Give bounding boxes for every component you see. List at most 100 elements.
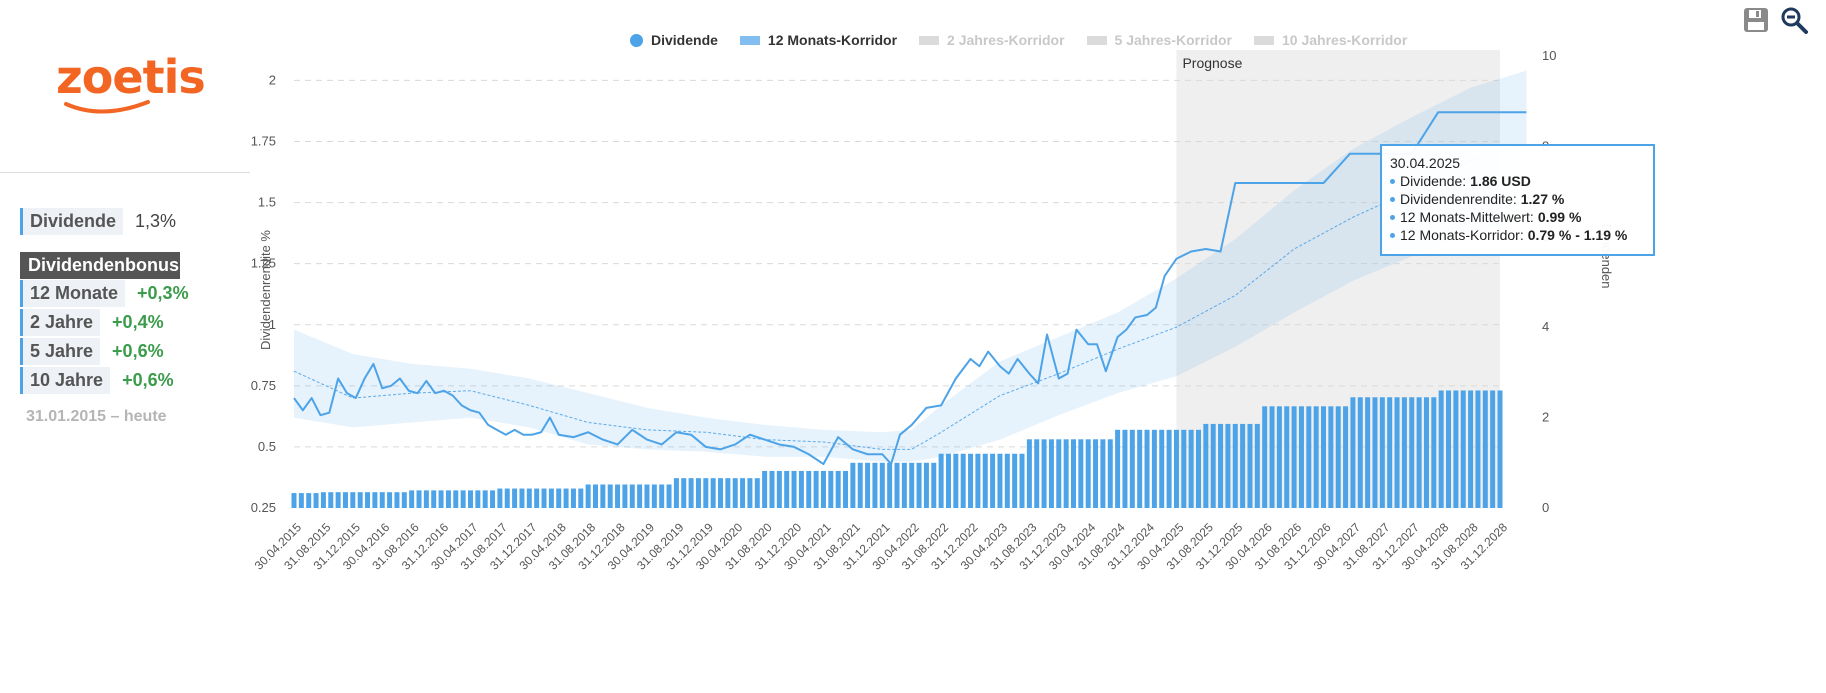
dividend-bar bbox=[945, 453, 951, 508]
dividend-bar bbox=[1188, 429, 1194, 508]
legend-item-10y-corridor[interactable]: 10 Jahres-Korridor bbox=[1254, 32, 1407, 48]
dividend-bar bbox=[475, 490, 481, 508]
dividend-bar bbox=[1063, 439, 1069, 508]
dividend-bar bbox=[1446, 390, 1452, 508]
chart-tooltip: 30.04.2025 Dividende: 1.86 USD Dividende… bbox=[1380, 144, 1655, 256]
dividend-bar bbox=[931, 462, 937, 508]
dividend-bar bbox=[320, 492, 326, 508]
dividend-bar bbox=[1122, 429, 1128, 508]
dividend-bar bbox=[1129, 429, 1135, 508]
dividend-bar bbox=[490, 490, 496, 508]
dividend-bar bbox=[350, 492, 356, 508]
y-left-tick-label: 0.5 bbox=[258, 439, 276, 454]
dividend-bonus-title: Dividendenbonus bbox=[20, 252, 180, 279]
dividend-bar bbox=[622, 484, 628, 508]
tooltip-label: 12 Monats-Mittelwert: bbox=[1400, 209, 1534, 225]
dividend-bar bbox=[695, 478, 701, 508]
dividend-bar bbox=[1475, 390, 1481, 508]
dividend-bar bbox=[342, 492, 348, 508]
bonus-label: 12 Monate bbox=[20, 280, 126, 307]
legend-label: 12 Monats-Korridor bbox=[767, 32, 898, 48]
dividend-bar bbox=[637, 484, 643, 508]
dividend-bar bbox=[409, 490, 415, 508]
dividend-bar bbox=[982, 453, 988, 508]
dividend-bar bbox=[820, 470, 826, 508]
dividend-bar bbox=[328, 492, 334, 508]
dividend-bar bbox=[1394, 397, 1400, 508]
dividend-bar bbox=[916, 462, 922, 508]
dividend-bar bbox=[997, 453, 1003, 508]
dividend-bar bbox=[1416, 397, 1422, 508]
dividend-bar bbox=[1195, 429, 1202, 508]
dividend-bar bbox=[1225, 423, 1231, 508]
dividend-bar bbox=[1166, 429, 1172, 508]
dividend-bar bbox=[1321, 406, 1327, 508]
dividend-bar bbox=[1438, 390, 1444, 508]
dividend-bar bbox=[923, 462, 929, 508]
bonus-row-10y: 10 Jahre +0,6% bbox=[20, 367, 174, 394]
y-left-axis-label: Dividendenrendite % bbox=[258, 230, 273, 350]
dividend-bar bbox=[1019, 453, 1025, 508]
dividend-bar bbox=[357, 492, 363, 508]
tooltip-label: Dividende: bbox=[1400, 173, 1467, 189]
dividend-bar bbox=[1151, 429, 1157, 508]
dividend-bar bbox=[872, 462, 878, 508]
y-right-tick-label: 4 bbox=[1542, 319, 1549, 334]
dividend-bar bbox=[1048, 439, 1054, 508]
dividend-bar bbox=[1497, 390, 1503, 508]
legend-item-12m-corridor[interactable]: 12 Monats-Korridor bbox=[739, 32, 898, 48]
dividend-bar bbox=[857, 462, 863, 508]
bonus-value: +0,3% bbox=[137, 283, 189, 303]
legend-item-2y-corridor[interactable]: 2 Jahres-Korridor bbox=[919, 32, 1065, 48]
bonus-value: +0,4% bbox=[112, 312, 164, 332]
y-left-tick-label: 1.25 bbox=[251, 256, 276, 271]
dividend-bar bbox=[1365, 397, 1371, 508]
zoom-out-icon[interactable] bbox=[1780, 6, 1808, 34]
legend-item-5y-corridor[interactable]: 5 Jahres-Korridor bbox=[1086, 32, 1232, 48]
dividend-bar bbox=[629, 484, 635, 508]
dividend-bar bbox=[482, 490, 488, 508]
tooltip-bullet-icon bbox=[1390, 214, 1395, 220]
dividend-bar bbox=[570, 488, 576, 508]
y-left-tick-label: 0.25 bbox=[251, 500, 276, 515]
dividend-bar bbox=[519, 488, 525, 508]
dividend-bar bbox=[909, 462, 915, 508]
period-label: 31.01.2015 – heute bbox=[26, 408, 167, 425]
dividend-bar bbox=[1291, 406, 1297, 508]
tooltip-value: 0.79 % - 1.19 % bbox=[1527, 227, 1628, 243]
dividend-bar bbox=[1144, 429, 1150, 508]
dividend-bar bbox=[578, 488, 584, 508]
legend-dot-icon bbox=[630, 33, 643, 47]
dividend-bar bbox=[1460, 390, 1466, 508]
dividend-bar bbox=[365, 492, 371, 508]
dividend-bar bbox=[615, 484, 621, 508]
dividend-bar bbox=[747, 478, 753, 508]
sidebar-divider bbox=[0, 172, 250, 173]
dividend-bar bbox=[894, 462, 900, 508]
dividend-bar bbox=[865, 462, 871, 508]
dividend-bar bbox=[1159, 429, 1165, 508]
dividend-bar bbox=[372, 492, 378, 508]
dividend-bar bbox=[1181, 429, 1187, 508]
dividend-bar bbox=[1254, 423, 1260, 508]
save-icon[interactable] bbox=[1742, 6, 1770, 34]
dividend-bar bbox=[1482, 390, 1488, 508]
tooltip-date: 30.04.2025 bbox=[1390, 155, 1461, 171]
dividend-bar bbox=[512, 488, 518, 508]
dividend-bar bbox=[1093, 439, 1099, 508]
legend-item-dividend[interactable]: Dividende bbox=[630, 32, 718, 48]
y-left-tick-label: 0.75 bbox=[251, 378, 276, 393]
corridor-band bbox=[294, 70, 1527, 462]
dividend-bar bbox=[585, 484, 591, 508]
dividend-bar bbox=[541, 488, 547, 508]
dividend-bar bbox=[673, 478, 679, 508]
mean-line bbox=[293, 143, 1527, 450]
y-right-tick-label: 10 bbox=[1542, 48, 1556, 63]
tooltip-value: 1.86 USD bbox=[1470, 173, 1531, 189]
dividend-bar bbox=[843, 470, 849, 508]
dividend-bar bbox=[1012, 453, 1018, 508]
dividend-bar bbox=[534, 488, 540, 508]
tooltip-label: 12 Monats-Korridor: bbox=[1400, 227, 1524, 243]
dividend-bar bbox=[1306, 406, 1312, 508]
dividend-bar bbox=[813, 470, 819, 508]
